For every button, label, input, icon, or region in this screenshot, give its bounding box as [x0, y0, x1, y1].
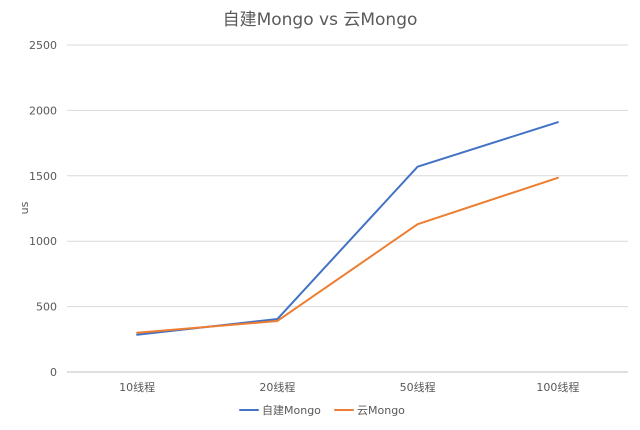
grid-layer	[67, 45, 628, 372]
series-layer	[137, 122, 558, 335]
y-tick-label: 2000	[29, 104, 57, 117]
x-tick-layer: 10线程 20线程 50线程 100线程	[119, 380, 579, 394]
y-tick-label: 2500	[29, 39, 57, 52]
y-tick-label: 0	[50, 366, 57, 379]
x-tick-label: 50线程	[400, 380, 436, 394]
y-tick-label: 500	[36, 301, 57, 314]
y-tick-label: 1000	[29, 235, 57, 248]
chart-title: 自建Mongo vs 云Mongo	[223, 10, 418, 30]
x-tick-label: 10线程	[119, 380, 155, 394]
y-tick-layer: 0 500 1000 1500 2000 2500	[29, 39, 57, 379]
legend-label: 自建Mongo	[262, 403, 321, 417]
y-tick-label: 1500	[29, 170, 57, 183]
series-line	[137, 178, 558, 333]
x-tick-label: 20线程	[259, 380, 295, 394]
y-axis-label: us	[18, 201, 31, 214]
x-tick-label: 100线程	[536, 380, 579, 394]
legend-label: 云Mongo	[357, 404, 405, 417]
legend: 自建Mongo 云Mongo	[240, 403, 405, 417]
series-line	[137, 122, 558, 335]
